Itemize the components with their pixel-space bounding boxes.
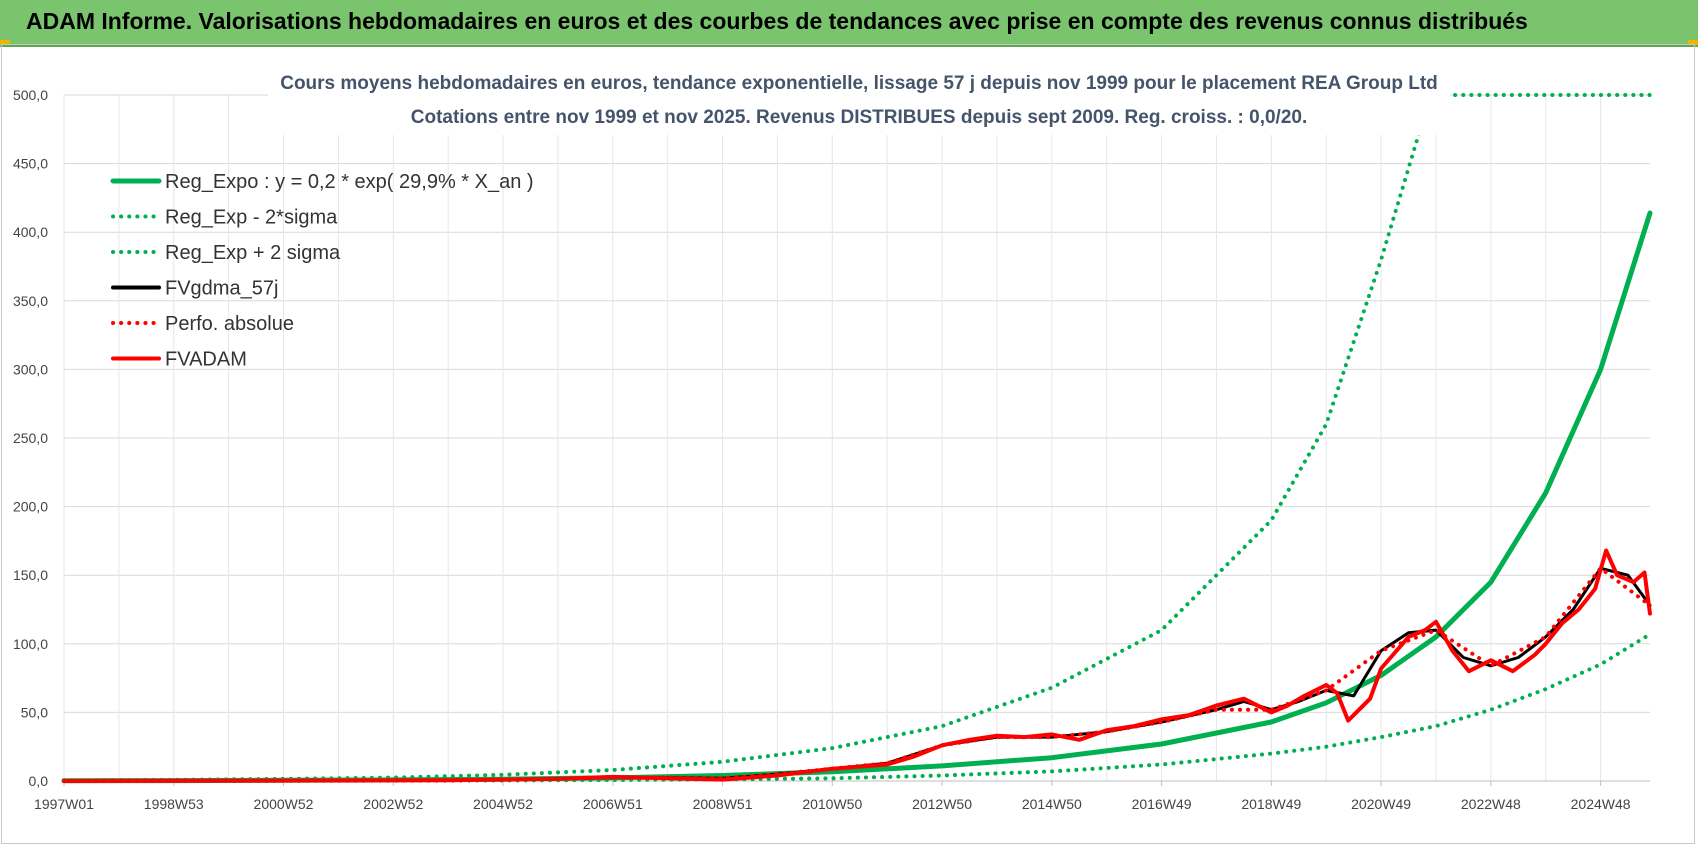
x-tick-label: 2000W52 xyxy=(254,796,314,812)
corner-marker-right xyxy=(1688,40,1698,45)
legend-label-0: Reg_Expo : y = 0,2 * exp( 29,9% * X_an ) xyxy=(165,171,534,193)
x-tick-label: 2014W50 xyxy=(1022,796,1082,812)
series-line-2 xyxy=(62,93,1652,783)
y-tick-label: 0,0 xyxy=(29,773,49,789)
x-tick-label: 2016W49 xyxy=(1132,796,1192,812)
x-tick-label: 2002W52 xyxy=(363,796,423,812)
y-tick-label: 250,0 xyxy=(13,430,48,446)
y-tick-label: 100,0 xyxy=(13,636,48,652)
x-tick-label: 2012W50 xyxy=(912,796,972,812)
legend-label-4: Perfo. absolue xyxy=(165,313,294,335)
x-tick-label: 2008W51 xyxy=(693,796,753,812)
grid xyxy=(63,94,1650,782)
x-tick-label: 2004W52 xyxy=(473,796,533,812)
x-tick-label: 2024W48 xyxy=(1571,796,1631,812)
x-tick-label: 2022W48 xyxy=(1461,796,1521,812)
y-tick-label: 400,0 xyxy=(13,224,48,240)
series-line-0 xyxy=(61,210,1653,784)
series-group xyxy=(61,93,1653,784)
y-tick-label: 450,0 xyxy=(13,156,48,172)
chart-title-line2: Cotations entre nov 1999 et nov 2025. Re… xyxy=(411,107,1308,128)
chart-frame xyxy=(1,44,1695,844)
x-tick-label: 2006W51 xyxy=(583,796,643,812)
x-tick-label: 2010W50 xyxy=(802,796,862,812)
y-axis: 0,0 50,0 100,0 150,0 200,0 250,0 300,0 350,0 400… xyxy=(13,87,48,789)
x-tick-label: 2018W49 xyxy=(1241,796,1301,812)
chart-title-line1: Cours moyens hebdomadaires en euros, ten… xyxy=(280,73,1438,94)
x-tick-label: 2020W49 xyxy=(1351,796,1411,812)
x-tick-label: 1998W53 xyxy=(144,796,204,812)
title-background xyxy=(268,63,1450,135)
y-tick-label: 200,0 xyxy=(13,499,48,515)
series-line-3 xyxy=(62,566,1652,783)
legend-label-3: FVgdma_57j xyxy=(165,278,278,300)
page-title: ADAM Informe. Valorisations hebdomadaire… xyxy=(26,8,1528,34)
y-tick-label: 300,0 xyxy=(13,361,48,377)
legend-label-2: Reg_Exp + 2 sigma xyxy=(165,242,341,264)
series-line-4 xyxy=(62,566,1652,783)
x-axis: 1997W01 1998W53 2000W52 2002W52 2004W52 2006W… xyxy=(34,780,1650,812)
y-tick-label: 500,0 xyxy=(13,87,48,103)
legend-label-1: Reg_Exp - 2*sigma xyxy=(165,207,338,229)
y-tick-label: 50,0 xyxy=(21,704,48,720)
y-tick-label: 150,0 xyxy=(13,567,48,583)
series-line-1 xyxy=(62,632,1652,783)
legend-label-5: FVADAM xyxy=(165,349,247,371)
series-line-5 xyxy=(62,548,1652,783)
x-tick-label: 1997W01 xyxy=(34,796,94,812)
corner-marker-left xyxy=(0,40,10,45)
header-banner: ADAM Informe. Valorisations hebdomadaire… xyxy=(0,0,1698,47)
legend: Reg_Expo : y = 0,2 * exp( 29,9% * X_an )… xyxy=(110,171,534,371)
y-tick-label: 350,0 xyxy=(13,293,48,309)
